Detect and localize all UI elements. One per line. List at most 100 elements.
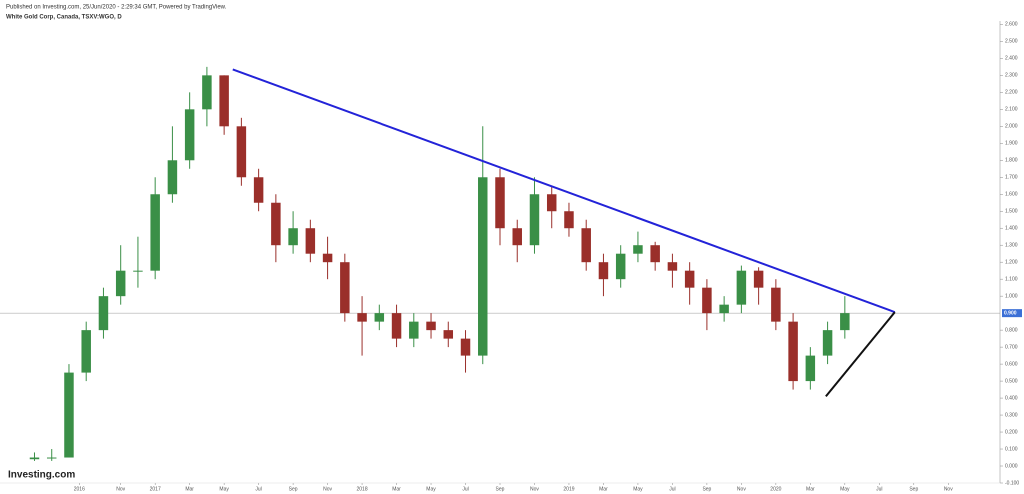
y-tick-label: 1.200 bbox=[1005, 260, 1018, 266]
y-tick-label: 0.300 bbox=[1005, 412, 1018, 418]
candle-body bbox=[150, 194, 160, 271]
last-price-box bbox=[1002, 309, 1022, 318]
trendline bbox=[825, 311, 896, 398]
y-tick-label: 0.600 bbox=[1005, 361, 1018, 367]
y-tick-label: 1.300 bbox=[1005, 243, 1018, 249]
candle-body bbox=[460, 338, 471, 356]
candle-body bbox=[271, 202, 281, 246]
x-tick-label: 2020 bbox=[770, 486, 781, 492]
candle-body bbox=[236, 126, 247, 178]
y-tick-label: 1.800 bbox=[1005, 158, 1018, 164]
x-tick-label: Mar bbox=[185, 486, 194, 492]
y-tick-label: 0.800 bbox=[1005, 327, 1018, 333]
x-tick-label: Sep bbox=[702, 486, 711, 492]
candle-body bbox=[719, 304, 729, 314]
x-tick-label: 2017 bbox=[150, 486, 161, 492]
candle-body bbox=[184, 109, 195, 161]
x-tick-label: Mar bbox=[806, 486, 815, 492]
y-tick-label: 1.600 bbox=[1005, 192, 1018, 198]
published-note: Published on Investing.com, 25/Jun/2020 … bbox=[6, 5, 227, 11]
candle-body bbox=[546, 194, 557, 212]
candle-body bbox=[426, 321, 436, 331]
candle-body bbox=[564, 211, 574, 229]
candle-body bbox=[133, 270, 143, 272]
candle-body bbox=[46, 457, 57, 459]
candle-body bbox=[840, 313, 850, 331]
y-tick-label: 2.600 bbox=[1005, 22, 1018, 28]
candle-body bbox=[650, 245, 660, 263]
candle-body bbox=[409, 321, 419, 339]
trendline bbox=[232, 68, 896, 314]
candle-body bbox=[391, 313, 402, 339]
x-tick-label: Nov bbox=[116, 486, 125, 492]
y-tick-label: 2.000 bbox=[1005, 124, 1018, 130]
y-tick-label: 2.200 bbox=[1005, 90, 1018, 96]
x-tick-label: Nov bbox=[323, 486, 332, 492]
candle-body bbox=[702, 287, 712, 314]
x-tick-label: Sep bbox=[909, 486, 918, 492]
candle-body bbox=[340, 262, 350, 314]
x-tick-label: 2018 bbox=[357, 486, 368, 492]
candle-body bbox=[305, 228, 316, 254]
y-tick-label: -0.100 bbox=[1005, 480, 1019, 486]
candle-body bbox=[443, 330, 454, 339]
last-price-label: 0.900 bbox=[1004, 310, 1017, 316]
candle-body bbox=[374, 313, 385, 322]
y-tick-label: 0.200 bbox=[1005, 429, 1018, 435]
candle-body bbox=[684, 270, 695, 288]
candle-body bbox=[478, 177, 488, 356]
y-tick-label: 2.500 bbox=[1005, 39, 1018, 45]
candle-body bbox=[633, 245, 643, 254]
candle-body bbox=[495, 177, 505, 229]
candle-body bbox=[771, 287, 781, 322]
y-tick-label: 1.000 bbox=[1005, 293, 1018, 299]
x-tick-label: Jul bbox=[255, 486, 261, 492]
candle-body bbox=[202, 75, 212, 110]
candle-body bbox=[98, 296, 109, 331]
y-tick-label: 1.500 bbox=[1005, 209, 1018, 215]
candle-body bbox=[581, 228, 591, 263]
candle-body bbox=[357, 313, 367, 322]
x-tick-label: Nov bbox=[944, 486, 953, 492]
candle-body bbox=[29, 457, 40, 460]
y-tick-label: 2.100 bbox=[1005, 107, 1018, 113]
candle-body bbox=[753, 270, 764, 288]
x-tick-label: 2016 bbox=[74, 486, 85, 492]
y-tick-label: 0.700 bbox=[1005, 344, 1018, 350]
candle-body bbox=[667, 262, 678, 271]
y-tick-label: 0.100 bbox=[1005, 446, 1018, 452]
y-tick-label: 2.400 bbox=[1005, 56, 1018, 62]
x-tick-label: Jul bbox=[876, 486, 882, 492]
y-tick-label: 1.900 bbox=[1005, 141, 1018, 147]
candle-body bbox=[288, 228, 298, 246]
candle-body bbox=[529, 194, 540, 246]
x-tick-label: May bbox=[426, 486, 436, 492]
y-tick-label: 0.400 bbox=[1005, 395, 1018, 401]
candle-body bbox=[615, 253, 626, 280]
x-tick-label: May bbox=[219, 486, 229, 492]
x-tick-label: Sep bbox=[496, 486, 505, 492]
candle-body bbox=[822, 330, 833, 356]
x-tick-label: May bbox=[840, 486, 850, 492]
candle-body bbox=[512, 228, 522, 246]
y-tick-label: 0.500 bbox=[1005, 378, 1018, 384]
x-tick-label: Mar bbox=[599, 486, 608, 492]
x-tick-label: Nov bbox=[737, 486, 746, 492]
y-tick-label: 1.700 bbox=[1005, 175, 1018, 181]
symbol-title: White Gold Corp, Canada, TSXV:WGO, D bbox=[6, 15, 122, 21]
x-tick-label: Mar bbox=[392, 486, 401, 492]
candle-body bbox=[788, 321, 798, 382]
candle-body bbox=[81, 330, 91, 373]
y-tick-label: 1.100 bbox=[1005, 277, 1018, 283]
candle-body bbox=[167, 160, 178, 195]
y-tick-label: 0.000 bbox=[1005, 463, 1018, 469]
candle-body bbox=[805, 355, 816, 382]
y-tick-label: 2.300 bbox=[1005, 73, 1018, 79]
x-tick-label: Jul bbox=[462, 486, 468, 492]
candle-body bbox=[322, 253, 333, 263]
y-tick-label: 1.400 bbox=[1005, 226, 1018, 232]
x-tick-label: 2019 bbox=[563, 486, 574, 492]
watermark: Investing.com bbox=[8, 470, 75, 481]
